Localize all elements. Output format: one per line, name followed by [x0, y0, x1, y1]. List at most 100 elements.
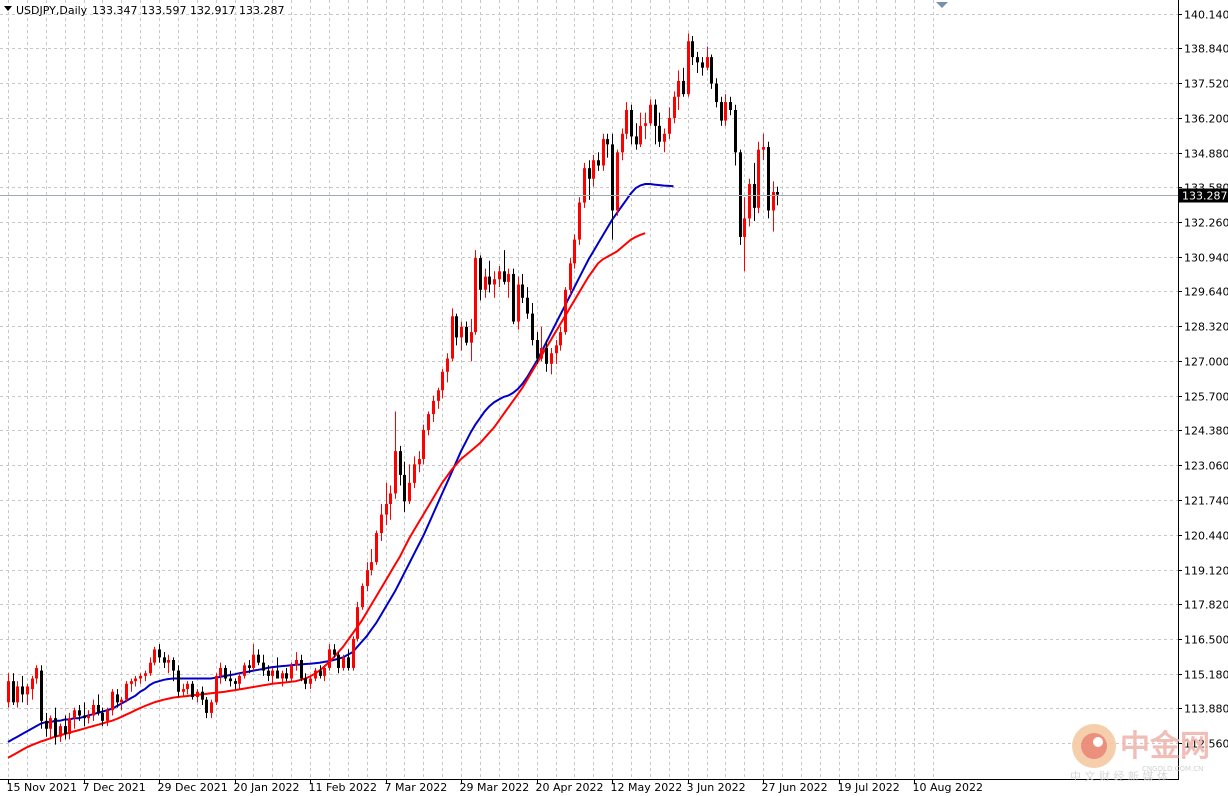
- candle-body: [234, 681, 237, 684]
- candle-body: [536, 340, 539, 359]
- candle-body: [526, 297, 529, 314]
- candle-body: [196, 691, 199, 698]
- candle-body: [691, 41, 694, 58]
- candle: [134, 675, 137, 687]
- candle-body: [592, 160, 595, 179]
- candle: [658, 112, 661, 148]
- candle: [54, 707, 57, 745]
- candle: [158, 644, 161, 663]
- candle: [248, 660, 251, 674]
- candle-body: [413, 464, 416, 483]
- candle: [748, 178, 751, 227]
- candle: [337, 652, 340, 674]
- symbol-dropdown-icon[interactable]: [4, 6, 12, 11]
- x-tick-label: 20 Apr 2022: [536, 781, 604, 794]
- candle-body: [635, 136, 638, 145]
- candle: [649, 99, 652, 126]
- candle-body: [347, 657, 350, 668]
- candle-body: [743, 218, 746, 237]
- candle: [385, 482, 388, 526]
- candle-body: [673, 96, 676, 118]
- candle-body: [366, 570, 369, 586]
- candle: [35, 665, 38, 684]
- candle: [422, 424, 425, 465]
- candle: [352, 636, 355, 671]
- candle-body: [116, 694, 119, 703]
- candle-body: [304, 678, 307, 684]
- candle-body: [144, 673, 147, 676]
- y-tick-label: 125.700: [1184, 391, 1228, 404]
- y-tick-label: 113.880: [1184, 703, 1228, 716]
- candle: [153, 646, 156, 666]
- candle-body: [73, 710, 76, 719]
- candle-body: [734, 110, 737, 153]
- candle: [106, 707, 109, 727]
- candle-body: [573, 239, 576, 264]
- candle: [465, 321, 468, 346]
- candle: [7, 673, 10, 708]
- candle: [262, 654, 265, 676]
- candle-body: [210, 702, 213, 713]
- candle: [677, 70, 680, 111]
- candle: [49, 715, 52, 740]
- candle: [663, 128, 666, 153]
- candle-body: [720, 102, 723, 121]
- current-price-box: 133.287: [1179, 188, 1228, 203]
- candle: [757, 141, 760, 214]
- y-tick-label: 121.740: [1184, 495, 1228, 508]
- y-tick-label: 134.880: [1184, 148, 1228, 161]
- candle: [559, 326, 562, 351]
- candle: [701, 57, 704, 76]
- y-tick-label: 119.120: [1184, 565, 1228, 578]
- candle: [31, 675, 34, 700]
- candle-body: [7, 681, 10, 703]
- candle-body: [474, 258, 477, 333]
- candle: [319, 665, 322, 679]
- candle-body: [724, 102, 727, 121]
- candle-body: [300, 660, 303, 679]
- candle: [16, 681, 19, 708]
- candle: [488, 260, 491, 293]
- chart-shift-marker[interactable]: [936, 2, 948, 8]
- ma-slow-line: [7, 232, 646, 759]
- candle-body: [285, 673, 288, 679]
- y-tick-label: 132.260: [1184, 217, 1228, 230]
- candle-body: [31, 678, 34, 690]
- candle-body: [772, 191, 775, 211]
- candle: [569, 258, 572, 296]
- candle-body: [16, 686, 19, 703]
- candle-body: [389, 493, 392, 504]
- candle-body: [219, 667, 222, 676]
- candle-body: [111, 691, 114, 711]
- candle: [101, 707, 104, 727]
- candle-body: [134, 678, 137, 682]
- candle: [573, 234, 576, 269]
- candle-body: [625, 110, 628, 134]
- candle: [252, 644, 255, 671]
- candle-body: [639, 125, 642, 145]
- candle-body: [578, 202, 581, 240]
- y-tick-label: 115.180: [1184, 669, 1228, 682]
- candle: [602, 133, 605, 171]
- candle-body: [597, 160, 600, 166]
- candle-body: [248, 665, 251, 668]
- candle: [597, 152, 600, 171]
- candle: [163, 652, 166, 668]
- candle: [720, 96, 723, 126]
- candle: [621, 128, 624, 161]
- candle: [356, 601, 359, 642]
- candle-body: [503, 271, 506, 282]
- candle-body: [243, 665, 246, 676]
- candle: [290, 662, 293, 682]
- candle: [78, 704, 81, 721]
- candle: [526, 287, 529, 319]
- x-axis: 15 Nov 2021 7 Dec 2021 29 Dec 2021 20 Jan 2…: [7, 779, 983, 794]
- candle: [696, 51, 699, 73]
- y-tick-label: 124.380: [1184, 425, 1228, 438]
- price-box-background: [1179, 188, 1228, 203]
- candle: [432, 395, 435, 423]
- candle: [210, 699, 213, 719]
- candle: [328, 644, 331, 671]
- y-tick-label: 138.840: [1184, 43, 1228, 56]
